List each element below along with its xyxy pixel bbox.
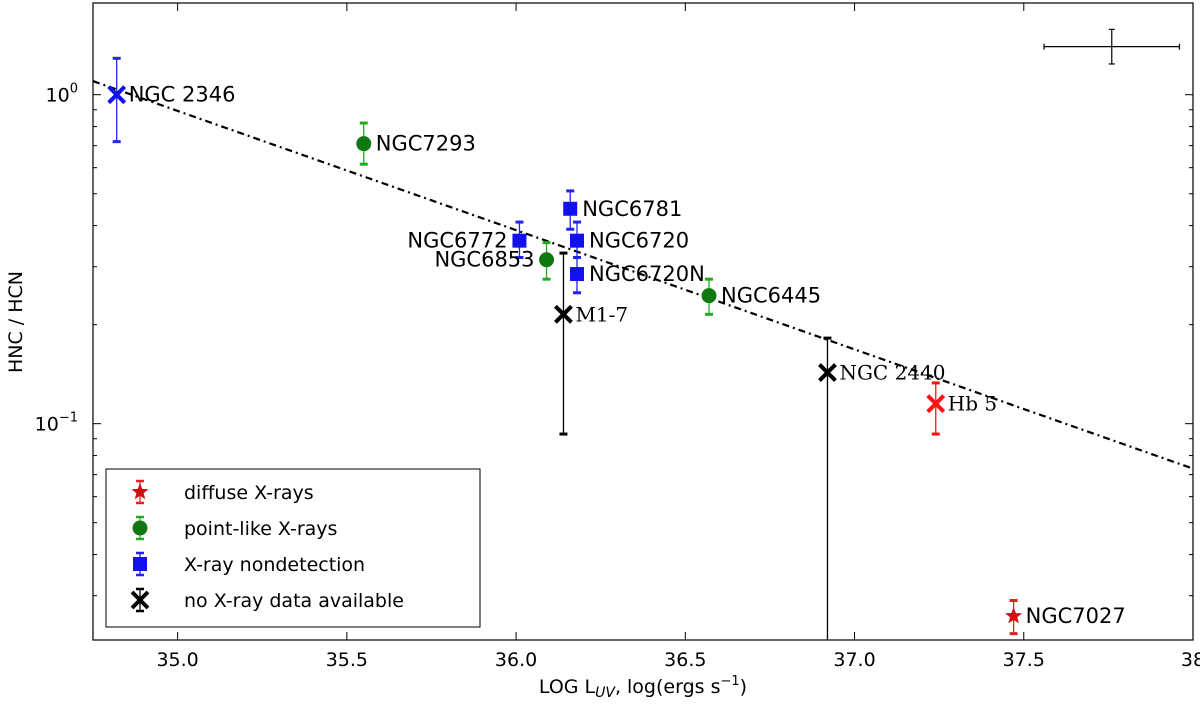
legend-label: point-like X-rays bbox=[184, 518, 337, 540]
legend-entry: diffuse X-rays bbox=[131, 479, 314, 505]
x-tick-label: 36.5 bbox=[664, 649, 706, 671]
data-point: NGC 2346 bbox=[107, 56, 236, 144]
legend-entry: point-like X-rays bbox=[132, 515, 337, 541]
point-label: NGC6720 bbox=[589, 229, 689, 253]
marker-circle bbox=[356, 136, 372, 152]
y-tick-label: 100 bbox=[46, 82, 78, 107]
marker-circle bbox=[701, 288, 717, 304]
marker-square bbox=[563, 201, 578, 216]
marker-x bbox=[818, 363, 837, 382]
x-tick-label: 35.0 bbox=[156, 649, 198, 671]
data-point: NGC6445 bbox=[701, 277, 821, 316]
legend-entries: diffuse X-rays point-like X-rays X-ray non… bbox=[130, 479, 404, 613]
point-label: Hb 5 bbox=[948, 392, 997, 416]
point-label: NGC7027 bbox=[1026, 604, 1126, 628]
marker-x bbox=[130, 590, 150, 610]
legend-entry: no X-ray data available bbox=[130, 587, 404, 613]
data-point: NGC6781 bbox=[563, 189, 682, 231]
marker-star bbox=[1005, 607, 1023, 624]
data-point: NGC 2440 bbox=[818, 336, 946, 640]
x-tick-label: 37.5 bbox=[1003, 649, 1045, 671]
legend-label: X-ray nondetection bbox=[184, 554, 365, 576]
point-label: NGC6720N bbox=[589, 262, 705, 286]
fit-line-layer bbox=[92, 80, 1194, 470]
y-axis-label: HNC / HCN bbox=[5, 271, 27, 373]
marker-square bbox=[133, 557, 147, 571]
point-label: NGC6445 bbox=[721, 284, 821, 308]
point-label: NGC6781 bbox=[582, 197, 682, 221]
data-point: M1-7 bbox=[554, 251, 628, 436]
x-tick-label: 36.0 bbox=[495, 649, 537, 671]
marker-circle bbox=[132, 520, 148, 536]
legend-entry: X-ray nondetection bbox=[133, 551, 365, 577]
marker-square bbox=[570, 267, 584, 282]
legend-label: diffuse X-rays bbox=[184, 482, 314, 504]
data-point: NGC6853 bbox=[434, 241, 555, 281]
data-point: NGC7027 bbox=[1005, 599, 1126, 636]
marker-square bbox=[512, 233, 527, 248]
y-tick-label: 10−1 bbox=[35, 411, 78, 436]
data-point: NGC6772 bbox=[407, 220, 527, 259]
data-point: Hb 5 bbox=[926, 381, 997, 436]
point-label: NGC 2440 bbox=[839, 361, 945, 385]
legend-box bbox=[105, 468, 481, 628]
data-point: NGC6720 bbox=[570, 220, 689, 259]
point-label: NGC6853 bbox=[434, 248, 534, 272]
marker-star bbox=[131, 483, 149, 500]
data-point: NGC6720N bbox=[570, 255, 705, 295]
typical-error-bar bbox=[1043, 28, 1181, 65]
marker-circle bbox=[539, 252, 555, 268]
fit-line bbox=[92, 80, 1194, 470]
point-label: NGC6772 bbox=[407, 229, 507, 253]
x-tick-label: 35.5 bbox=[326, 649, 368, 671]
legend-label: no X-ray data available bbox=[184, 590, 404, 612]
axes-layer: 35.0 35.5 36.0 36.5 37.0 37.5 38 100 10−1 bbox=[35, 3, 1200, 671]
x-tick-label: 37.0 bbox=[833, 649, 875, 671]
data-point: NGC7293 bbox=[356, 121, 476, 166]
point-label: NGC 2346 bbox=[129, 83, 236, 107]
point-label: NGC7293 bbox=[376, 132, 476, 156]
marker-x bbox=[554, 304, 573, 324]
point-label: M1-7 bbox=[575, 302, 628, 326]
legend: diffuse X-rays point-like X-rays X-ray non… bbox=[105, 468, 481, 628]
marker-square bbox=[570, 233, 584, 248]
x-axis-label: LOG LUV, log(ergs s−1) bbox=[539, 674, 747, 701]
points-layer: NGC 2346NGC7293NGC6781NGC6720NGC6772NGC6… bbox=[107, 56, 1126, 640]
plot-frame bbox=[92, 2, 1194, 641]
x-tick-label: 38 bbox=[1181, 649, 1200, 671]
marker-x bbox=[107, 85, 127, 105]
marker-x bbox=[926, 394, 946, 414]
